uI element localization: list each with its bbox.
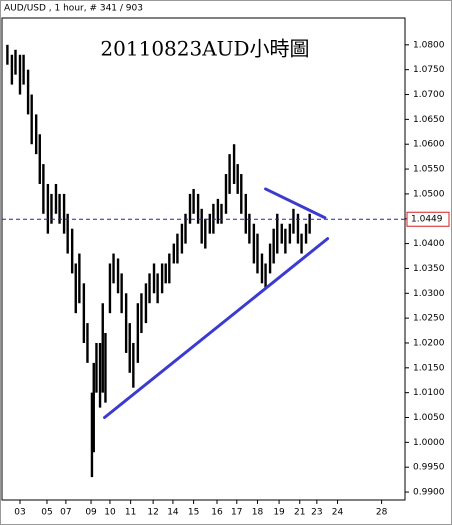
x-tick-label: 10 [104, 508, 116, 518]
y-tick-label: 1.0800 [413, 40, 445, 50]
x-tick-label: 21 [294, 508, 305, 518]
x-tick-label: 15 [188, 508, 199, 518]
trend-line [103, 237, 330, 420]
x-tick-label: 11 [125, 508, 136, 518]
y-tick-label: 1.0150 [413, 363, 445, 373]
y-tick-label: 1.0300 [413, 289, 445, 299]
y-tick-label: 1.0500 [413, 189, 445, 199]
x-tick-label: 18 [252, 508, 264, 518]
y-tick-label: 1.0700 [413, 90, 445, 100]
y-tick-label: 0.9900 [413, 488, 445, 498]
x-tick-label: 12 [147, 508, 158, 518]
x-tick-label: 28 [376, 508, 388, 518]
y-tick-label: 0.9950 [413, 463, 445, 473]
y-tick-label: 1.0050 [413, 413, 445, 423]
y-tick-label: 1.0350 [413, 264, 445, 274]
x-tick-label: 05 [41, 508, 52, 518]
x-tick-label: 19 [273, 508, 285, 518]
x-tick-label: 23 [311, 508, 322, 518]
last-price-label: 1.0449 [411, 215, 443, 225]
plot-area [1, 17, 406, 501]
x-tick-label: 17 [231, 508, 242, 518]
x-tick-label: 14 [167, 508, 179, 518]
x-tick-label: 09 [85, 508, 97, 518]
y-tick-label: 1.0000 [413, 438, 445, 448]
y-tick-label: 1.0550 [413, 165, 445, 175]
x-tick-label: 03 [14, 508, 25, 518]
x-tick-label: 07 [60, 508, 71, 518]
y-tick-label: 1.0600 [413, 140, 445, 150]
last-price-box [406, 211, 450, 227]
y-tick-label: 1.0100 [413, 388, 445, 398]
y-tick-label: 1.0200 [413, 338, 445, 348]
trend-line [264, 187, 327, 220]
y-tick-label: 1.0650 [413, 115, 445, 125]
header: AUD/USD , 1 hour, # 341 / 903 [4, 4, 143, 14]
chart-title: 20110823AUD小時圖 [100, 37, 309, 61]
x-tick-label: 16 [211, 508, 223, 518]
x-tick-label: 24 [332, 508, 344, 518]
y-tick-label: 1.0400 [413, 239, 445, 249]
y-tick-label: 1.0750 [413, 65, 445, 75]
y-tick-label: 1.0250 [413, 314, 445, 324]
